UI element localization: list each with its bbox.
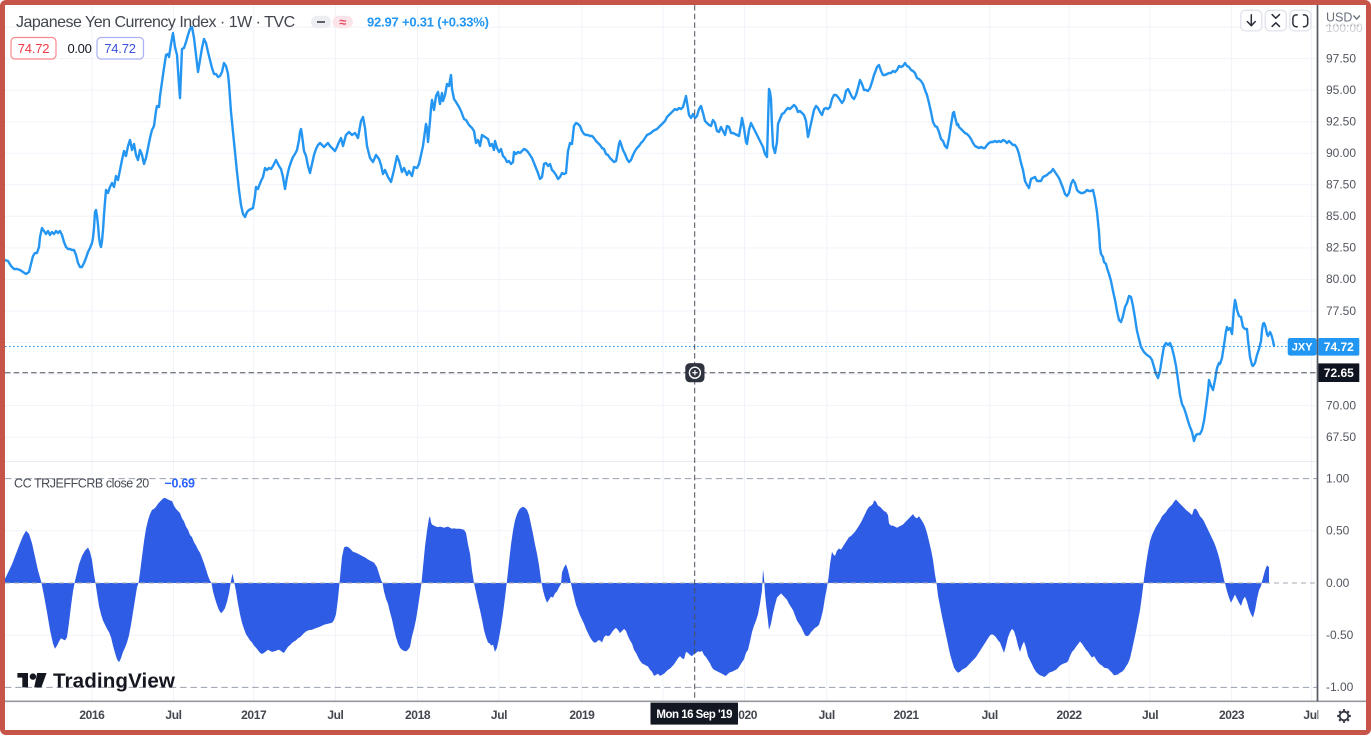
svg-text:72.65: 72.65 — [1324, 366, 1354, 380]
svg-text:100.00: 100.00 — [1326, 21, 1363, 35]
svg-text:77.50: 77.50 — [1326, 304, 1356, 318]
svg-text:2020: 2020 — [732, 708, 758, 722]
svg-text:95.00: 95.00 — [1326, 83, 1356, 97]
svg-text:85.00: 85.00 — [1326, 209, 1356, 223]
svg-text:1.00: 1.00 — [1326, 471, 1350, 485]
svg-text:CC TRJEFFCRB close 20: CC TRJEFFCRB close 20 — [14, 477, 149, 491]
svg-text:74.72: 74.72 — [104, 41, 136, 56]
svg-text:USD: USD — [1326, 11, 1352, 25]
svg-text:92.97 +0.31 (+0.33%): 92.97 +0.31 (+0.33%) — [367, 15, 489, 30]
svg-text:67.50: 67.50 — [1326, 430, 1356, 444]
svg-text:Jul: Jul — [819, 708, 835, 722]
svg-text:Mon 16 Sep '19: Mon 16 Sep '19 — [656, 709, 732, 721]
svg-text:74.72: 74.72 — [18, 41, 50, 56]
svg-text:Jul: Jul — [491, 708, 507, 722]
svg-text:74.72: 74.72 — [1324, 340, 1354, 354]
svg-text:0.50: 0.50 — [1326, 524, 1350, 538]
svg-text:2021: 2021 — [894, 708, 920, 722]
svg-text:Jul: Jul — [982, 708, 998, 722]
svg-text:92.50: 92.50 — [1326, 115, 1356, 129]
svg-text:≈: ≈ — [339, 14, 346, 29]
svg-text:Jul: Jul — [1303, 708, 1319, 722]
svg-text:−0.69: −0.69 — [165, 477, 195, 491]
svg-text:-1.00: -1.00 — [1326, 680, 1354, 694]
svg-text:97.50: 97.50 — [1326, 51, 1356, 65]
svg-text:82.50: 82.50 — [1326, 241, 1356, 255]
svg-text:0.00: 0.00 — [67, 41, 91, 56]
svg-text:2019: 2019 — [569, 708, 595, 722]
svg-text:0.00: 0.00 — [1326, 576, 1350, 590]
svg-text:2023: 2023 — [1219, 708, 1245, 722]
svg-text:-0.50: -0.50 — [1326, 628, 1354, 642]
svg-text:2017: 2017 — [241, 708, 267, 722]
svg-text:2022: 2022 — [1057, 708, 1083, 722]
svg-text:70.00: 70.00 — [1326, 398, 1356, 412]
svg-text:90.00: 90.00 — [1326, 146, 1356, 160]
svg-text:Jul: Jul — [1142, 708, 1158, 722]
svg-text:87.50: 87.50 — [1326, 178, 1356, 192]
svg-text:Jul: Jul — [327, 708, 343, 722]
svg-text:TradingView: TradingView — [53, 670, 176, 693]
svg-text:Japanese Yen Currency Index ·: Japanese Yen Currency Index · 1W · TVC — [16, 14, 295, 31]
svg-text:2018: 2018 — [405, 708, 431, 722]
svg-text:2016: 2016 — [79, 708, 105, 722]
svg-text:80.00: 80.00 — [1326, 272, 1356, 286]
svg-text:JXY: JXY — [1292, 342, 1313, 354]
svg-text:Jul: Jul — [165, 708, 181, 722]
